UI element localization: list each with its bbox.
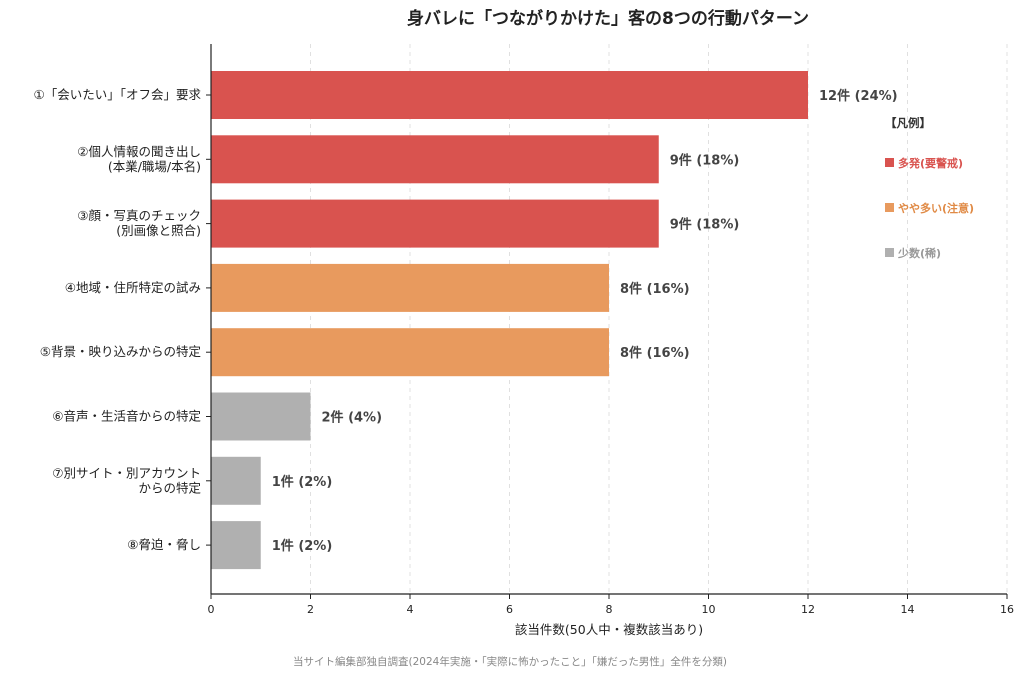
- bars: [211, 71, 808, 570]
- category-label: ④地域・住所特定の試み: [65, 280, 201, 295]
- x-tick-label: 2: [307, 603, 314, 616]
- x-tick-label: 8: [606, 603, 613, 616]
- bar-value-label: 2件 (4%): [322, 410, 383, 426]
- category-label: ⑥音声・生活音からの特定: [52, 409, 201, 424]
- category-labels: ①「会いたい」「オフ会」要求 ②個人情報の聞き出し(本業/職場/本名) ③顔・写真の…: [34, 87, 211, 552]
- legend-title: 【凡例】: [885, 116, 931, 130]
- x-axis-label: 該当件数(50人中・複数該当あり): [515, 622, 703, 637]
- category-label: ⑦別サイト・別アカウント: [52, 465, 201, 480]
- bar: [211, 392, 311, 441]
- x-tick-label: 14: [901, 603, 915, 616]
- bar: [211, 135, 659, 184]
- bar-value-label: 1件 (2%): [272, 474, 333, 490]
- bar: [211, 456, 261, 505]
- legend-swatch: [885, 203, 894, 212]
- bar-value-label: 8件 (16%): [620, 281, 690, 297]
- bar-value-label: 1件 (2%): [272, 538, 333, 554]
- category-label: ⑤背景・映り込みからの特定: [40, 344, 201, 359]
- x-tick-label: 10: [702, 603, 716, 616]
- category-label: ③顔・写真のチェック: [77, 208, 201, 223]
- x-tick-label: 12: [801, 603, 815, 616]
- bar: [211, 521, 261, 570]
- x-tick-label: 6: [506, 603, 513, 616]
- bar: [211, 328, 609, 377]
- legend: 【凡例】 多発(要警戒) やや多い(注意) 少数(稀): [885, 116, 974, 260]
- category-label: ①「会いたい」「オフ会」要求: [34, 87, 202, 102]
- category-label: からの特定: [138, 480, 201, 495]
- chart-title: 身バレに「つながりかけた」客の8つの行動パターン: [407, 8, 809, 29]
- bar: [211, 263, 609, 312]
- category-label: ⑧脅迫・脅し: [127, 537, 201, 552]
- x-tick-label: 0: [208, 603, 215, 616]
- legend-item-label: やや多い(注意): [898, 201, 974, 215]
- source-caption: 当サイト編集部独自調査(2024年実施・「実際に怖かったこと」「嫌だった男性」全…: [293, 655, 727, 668]
- bar-value-label: 9件 (18%): [670, 152, 740, 168]
- value-labels: 12件 (24%) 9件 (18%) 9件 (18%) 8件 (16%) 8件 (16%…: [272, 88, 898, 554]
- bar-value-label: 9件 (18%): [670, 217, 740, 233]
- legend-item-label: 多発(要警戒): [898, 156, 963, 170]
- bar: [211, 71, 808, 119]
- category-label: (本業/職場/本名): [108, 159, 201, 174]
- legend-item-label: 少数(稀): [897, 246, 941, 260]
- bar-value-label: 12件 (24%): [819, 88, 898, 104]
- category-label: ②個人情報の聞き出し: [77, 144, 201, 159]
- legend-swatch: [885, 158, 894, 167]
- bar: [211, 199, 659, 248]
- bar-value-label: 8件 (16%): [620, 345, 690, 361]
- category-label: (別画像と照合): [116, 223, 201, 238]
- x-axis-ticks: 0 2 4 6 8 10 12 14 16: [208, 594, 1014, 616]
- x-tick-label: 16: [1000, 603, 1014, 616]
- x-tick-label: 4: [407, 603, 414, 616]
- legend-swatch: [885, 248, 894, 257]
